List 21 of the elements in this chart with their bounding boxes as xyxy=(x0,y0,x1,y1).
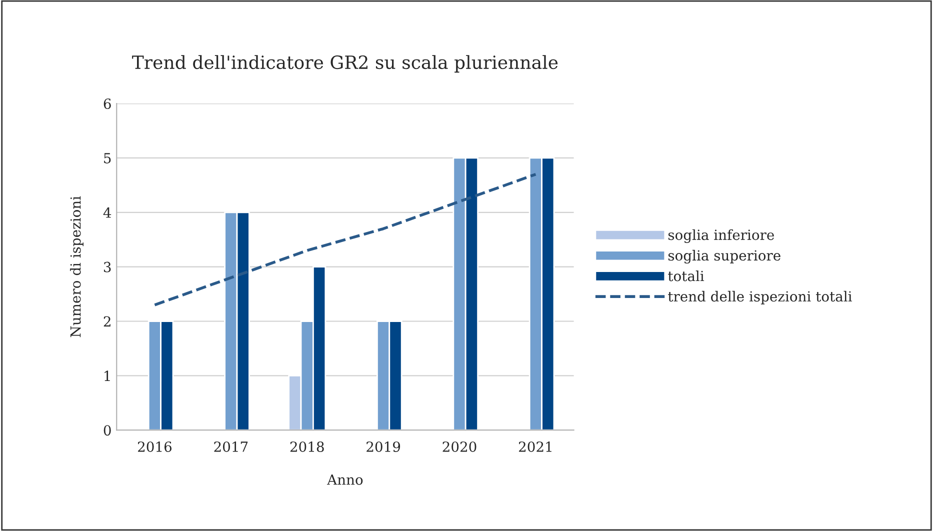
legend-label: trend delle ispezioni totali xyxy=(668,290,852,304)
x-tick-label: 2021 xyxy=(518,441,552,452)
line-series xyxy=(153,172,538,306)
y-tick-label: 0 xyxy=(104,425,111,436)
y-tick-label: 4 xyxy=(103,207,112,218)
chart-title: Trend dell'indicatore GR2 su scala pluriennale xyxy=(132,55,558,73)
legend-label: soglia superiore xyxy=(668,250,780,264)
x-tick-label: 2019 xyxy=(366,441,400,452)
y-tick-label: 3 xyxy=(104,262,111,272)
x-axis-title: Anno xyxy=(326,474,363,485)
y-tick-label: 5 xyxy=(104,153,111,164)
y-axis-title: Numero di ispezioni xyxy=(70,196,84,338)
x-tick-label: 2020 xyxy=(442,441,476,452)
x-tick-label: 2017 xyxy=(214,441,248,452)
x-tick-label: 2018 xyxy=(290,441,324,452)
y-tick-label: 2 xyxy=(104,316,110,327)
y-tick-label: 1 xyxy=(104,370,110,381)
x-tick-label: 2016 xyxy=(138,441,172,452)
y-tick-label: 6 xyxy=(104,98,111,110)
legend-label: totali xyxy=(668,270,704,282)
legend-label: soglia inferiore xyxy=(668,229,774,243)
